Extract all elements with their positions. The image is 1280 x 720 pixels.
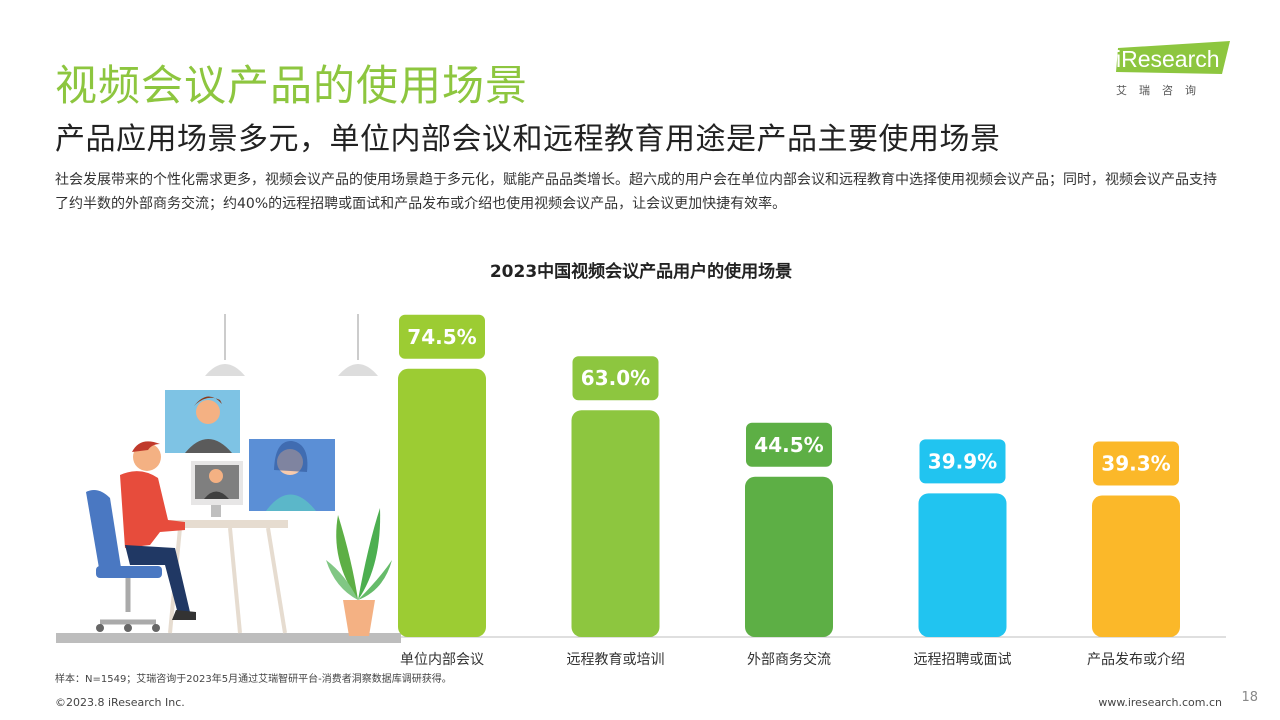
value-label-5: 39.3% [1101,452,1170,476]
bar-4 [918,493,1007,637]
logo-sub-text: 艾瑞咨询 [1116,84,1208,97]
value-label-box-4 [919,439,1006,484]
value-label-4: 39.9% [928,449,997,473]
bar-2 [571,410,660,637]
website-text: www.iresearch.com.cn [1098,696,1222,709]
category-label-1: 单位内部会议 [400,652,484,668]
bar-1 [398,368,486,637]
page-description: 社会发展带来的个性化需求更多，视频会议产品的使用场景趋于多元化，赋能产品品类增长… [55,172,1217,212]
bar-3 [745,476,833,637]
sample-note: 样本：N=1549；艾瑞咨询于2023年5月通过艾瑞智研平台-消费者洞察数据库调… [55,674,452,685]
value-label-box-5 [1093,441,1179,486]
category-label-5: 产品发布或介绍 [1087,652,1185,668]
page-subtitle: 产品应用场景多元，单位内部会议和远程教育用途是产品主要使用场景 [55,122,1001,157]
page-number: 18 [1241,690,1258,705]
iresearch-logo: iResearch 艾瑞咨询 [1112,40,1232,100]
page-title: 视频会议产品的使用场景 [55,61,529,110]
bar-5 [1092,495,1180,637]
copyright-text: ©2023.8 iResearch Inc. [55,696,185,709]
value-label-2: 63.0% [581,366,650,390]
value-label-box-2 [572,356,659,401]
category-label-3: 外部商务交流 [747,651,831,668]
value-label-box-3 [746,422,832,467]
category-label-4: 远程招聘或面试 [914,652,1012,668]
value-label-3: 44.5% [754,433,823,457]
chart-title: 2023中国视频会议产品用户的使用场景 [489,262,793,282]
office-illustration [56,314,401,643]
category-label-2: 远程教育或培训 [567,652,665,668]
value-label-1: 74.5% [407,325,476,349]
value-label-box-1 [399,314,485,359]
logo-brand-text: iResearch [1116,46,1220,72]
